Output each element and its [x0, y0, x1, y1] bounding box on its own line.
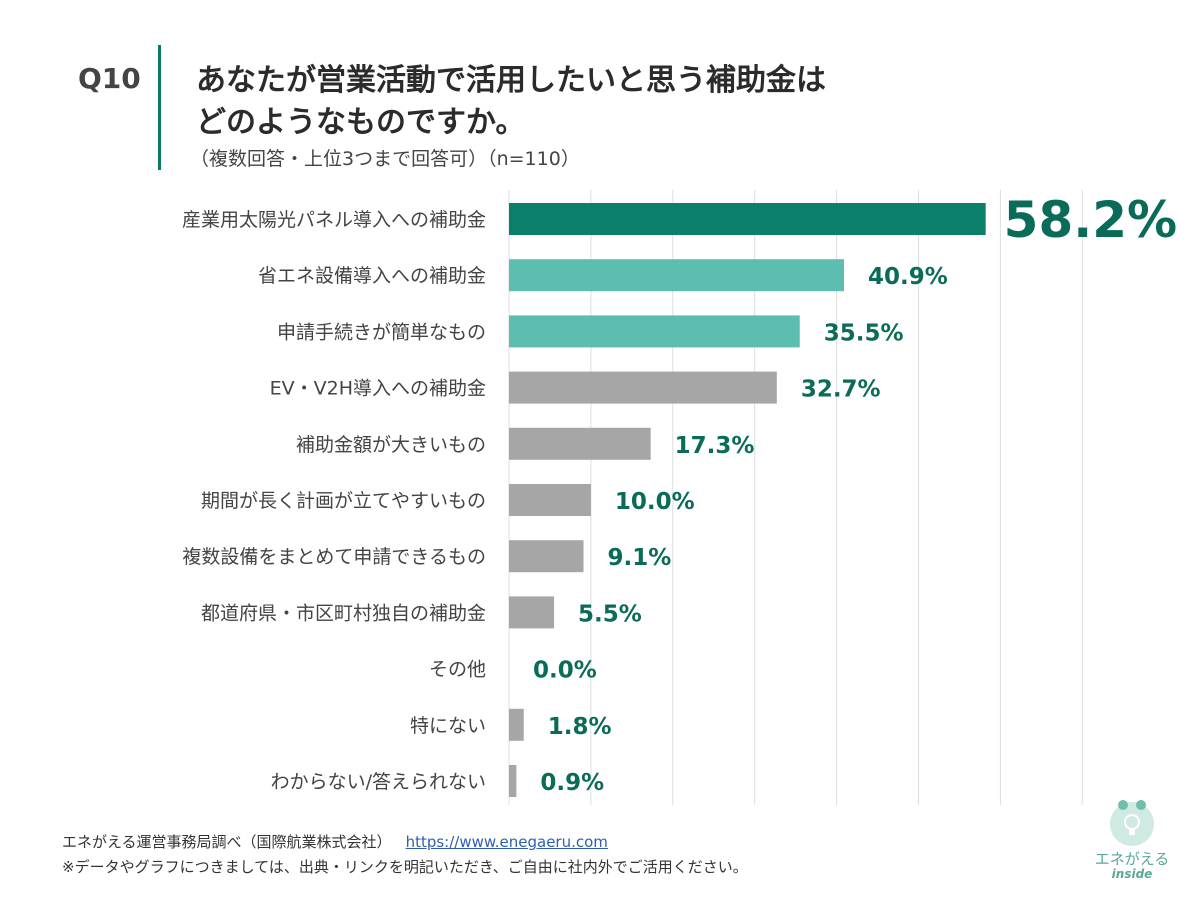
- question-title-line2: どのようなものですか。: [196, 105, 526, 140]
- usage-note: ※データやグラフにつきましては、出典・リンクを明記いただき、ご自由に社内外でご活…: [62, 858, 748, 876]
- category-label: 産業用太陽光パネル導入への補助金: [182, 209, 486, 231]
- question-title-line1: あなたが営業活動で活用したいと思う補助金は: [196, 63, 826, 98]
- question-number: Q10: [78, 62, 141, 95]
- bar: [509, 484, 591, 516]
- bar: [509, 708, 524, 741]
- category-label: 補助金額が大きいもの: [296, 434, 486, 456]
- question-title: あなたが営業活動で活用したいと思う補助金は どのようなものですか。: [196, 60, 1016, 144]
- bar: [509, 371, 777, 404]
- value-label: 0.9%: [540, 770, 604, 796]
- value-label: 5.5%: [578, 601, 642, 627]
- bar: [509, 203, 986, 235]
- bar: [509, 259, 844, 292]
- bar: [509, 596, 555, 629]
- value-label: 0.0%: [533, 658, 597, 684]
- value-label: 32.7%: [801, 377, 881, 403]
- logo-icon: [1110, 800, 1154, 846]
- source-line: エネがえる運営事務局調べ（国際航業株式会社） https://www.enegae…: [62, 831, 608, 852]
- logo-text: エネがえる: [1094, 850, 1170, 868]
- value-label: 1.8%: [548, 714, 612, 740]
- value-label: 17.3%: [675, 433, 755, 459]
- category-label: EV・V2H導入への補助金: [270, 378, 486, 400]
- bar-chart: 産業用太陽光パネル導入への補助金 58.2% 省エネ設備導入への補助金 40.9% 申請…: [182, 190, 1177, 805]
- enegaeru-logo: エネがえる inside: [1092, 796, 1172, 886]
- value-label: 10.0%: [615, 489, 695, 515]
- bar: [509, 427, 651, 460]
- category-label: 都道府県・市区町村独自の補助金: [201, 602, 486, 624]
- category-label: その他: [429, 659, 486, 681]
- value-label: 35.5%: [824, 320, 904, 346]
- category-label: 申請手続きが簡単なもの: [277, 321, 486, 343]
- source-text: エネがえる運営事務局調べ（国際航業株式会社）: [62, 833, 392, 851]
- logo-subtext: inside: [1111, 867, 1153, 881]
- title-divider: [158, 45, 161, 170]
- category-label: 複数設備をまとめて申請できるもの: [182, 546, 486, 568]
- value-label: 58.2%: [1004, 191, 1177, 249]
- bar: [509, 765, 517, 797]
- bar: [509, 540, 584, 573]
- value-label: 9.1%: [608, 545, 672, 571]
- category-label: 特にない: [410, 715, 486, 737]
- value-label: 40.9%: [868, 264, 948, 290]
- question-subtitle: （複数回答・上位3つまで回答可）（n=110）: [190, 148, 580, 170]
- bar: [509, 315, 800, 348]
- category-label: 省エネ設備導入への補助金: [258, 265, 486, 287]
- category-label: わからない/答えられない: [271, 771, 486, 793]
- category-label: 期間が長く計画が立てやすいもの: [201, 490, 486, 512]
- source-link[interactable]: https://www.enegaeru.com: [405, 833, 608, 851]
